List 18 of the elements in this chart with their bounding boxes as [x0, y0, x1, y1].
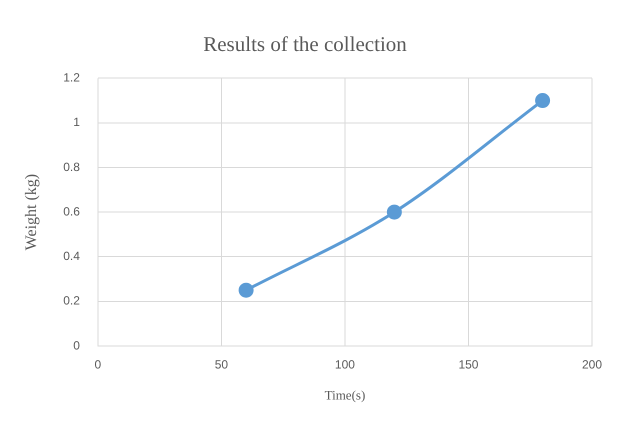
point: [238, 282, 254, 298]
y-tick-label: 1.2: [63, 70, 80, 85]
x-tick-label: 150: [458, 358, 479, 372]
x-tick-label: 200: [582, 358, 602, 372]
x-tick-label: 50: [214, 358, 228, 372]
y-axis-title: Weight (kg): [22, 174, 40, 250]
y-tick-label: 0.6: [63, 204, 80, 218]
y-tick-label: 0: [73, 338, 80, 352]
chart-title: Results of the collection: [203, 32, 408, 56]
y-tick-label: 0.4: [63, 249, 80, 264]
point: [535, 93, 550, 108]
point: [386, 204, 402, 220]
x-axis-title: Time(s): [324, 388, 366, 403]
x-tick-label: 0: [94, 358, 102, 372]
x-tick-label: 100: [334, 358, 356, 372]
y-tick-label: 0.2: [63, 294, 80, 308]
y-tick-label: 1: [73, 115, 80, 130]
y-tick-label: 0.8: [63, 160, 80, 174]
